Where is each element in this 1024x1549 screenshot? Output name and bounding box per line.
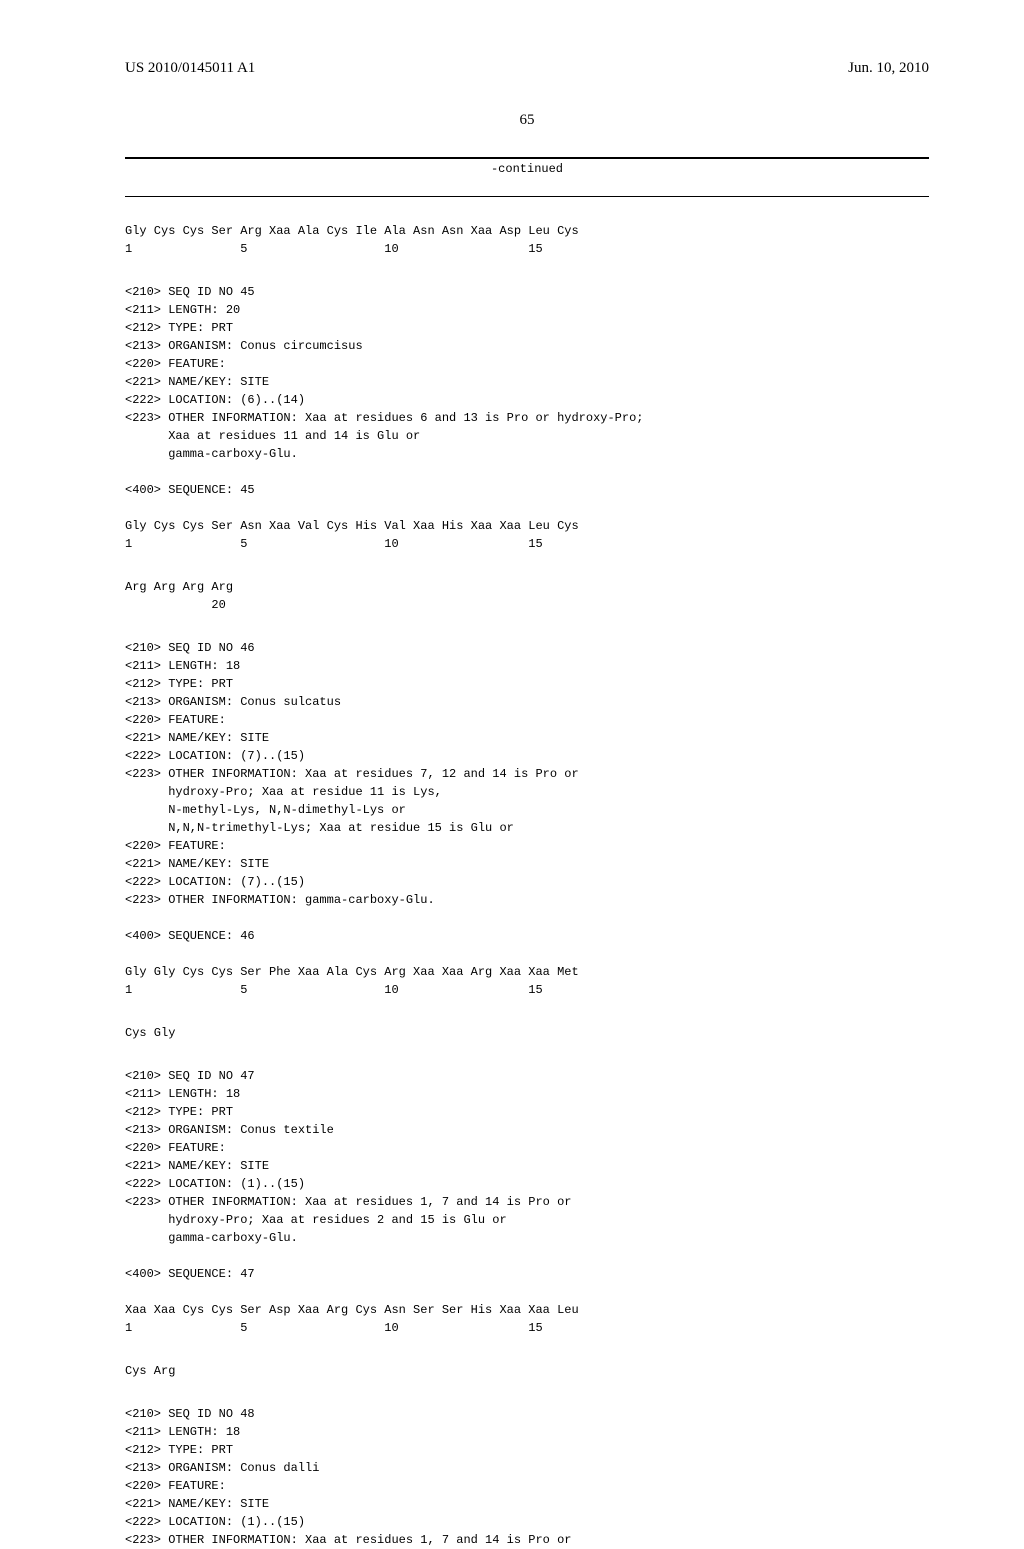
seq45-residues-1: Gly Cys Cys Ser Asn Xaa Val Cys His Val …	[125, 517, 929, 535]
seq47-tag: <400> SEQUENCE: 47	[125, 1265, 929, 1283]
seq46-residues-2: Cys Gly	[125, 1024, 929, 1042]
page-header: US 2010/0145011 A1 Jun. 10, 2010	[125, 60, 929, 77]
seq47-meta: <210> SEQ ID NO 47 <211> LENGTH: 18 <212…	[125, 1067, 929, 1247]
divider-top	[125, 157, 929, 159]
seq47-residues-1: Xaa Xaa Cys Cys Ser Asp Xaa Arg Cys Asn …	[125, 1301, 929, 1319]
seq45-tag: <400> SEQUENCE: 45	[125, 481, 929, 499]
seq46-meta: <210> SEQ ID NO 46 <211> LENGTH: 18 <212…	[125, 639, 929, 909]
seq46-tag: <400> SEQUENCE: 46	[125, 927, 929, 945]
seq45-residues-2: Arg Arg Arg Arg	[125, 578, 929, 596]
seq46-positions-1: 1 5 10 15	[125, 981, 929, 999]
page-number: 65	[125, 112, 929, 129]
continued-label: -continued	[125, 162, 929, 176]
publication-number: US 2010/0145011 A1	[125, 60, 255, 77]
seq44-residues: Gly Cys Cys Ser Arg Xaa Ala Cys Ile Ala …	[125, 222, 929, 240]
divider-bottom	[125, 196, 929, 197]
publication-date: Jun. 10, 2010	[848, 60, 929, 77]
seq46-residues-1: Gly Gly Cys Cys Ser Phe Xaa Ala Cys Arg …	[125, 963, 929, 981]
seq44-positions: 1 5 10 15	[125, 240, 929, 258]
seq48-meta: <210> SEQ ID NO 48 <211> LENGTH: 18 <212…	[125, 1405, 929, 1549]
seq45-positions-1: 1 5 10 15	[125, 535, 929, 553]
seq45-positions-2: 20	[125, 596, 929, 614]
seq47-residues-2: Cys Arg	[125, 1362, 929, 1380]
seq47-positions-1: 1 5 10 15	[125, 1319, 929, 1337]
seq45-meta: <210> SEQ ID NO 45 <211> LENGTH: 20 <212…	[125, 283, 929, 463]
